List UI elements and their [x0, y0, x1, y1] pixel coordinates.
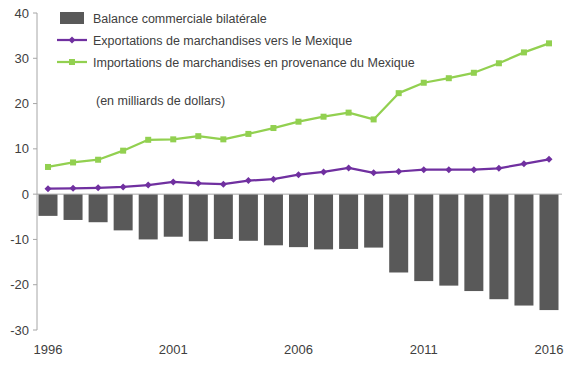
- marker: [345, 164, 352, 171]
- marker: [95, 157, 101, 163]
- marker: [270, 125, 276, 131]
- legend-marker: [69, 59, 75, 65]
- marker: [496, 60, 502, 66]
- bar: [489, 194, 508, 299]
- marker: [120, 183, 127, 190]
- y-tick-label: -20: [10, 277, 29, 292]
- plot-data: [39, 40, 559, 310]
- bar: [464, 194, 483, 291]
- bar: [414, 194, 433, 281]
- marker: [321, 114, 327, 120]
- marker: [70, 159, 76, 165]
- marker: [396, 90, 402, 96]
- y-tick-label: 20: [15, 96, 29, 111]
- x-axis: [37, 194, 562, 195]
- bar: [164, 194, 183, 237]
- y-tick: [33, 284, 37, 285]
- bar: [64, 194, 83, 220]
- bar: [39, 194, 58, 216]
- marker: [45, 185, 52, 192]
- legend-label: Balance commerciale bilatérale: [93, 12, 267, 26]
- marker: [470, 166, 477, 173]
- marker: [546, 156, 553, 163]
- bar: [339, 194, 358, 249]
- marker: [421, 80, 427, 86]
- marker: [370, 169, 377, 176]
- marker: [145, 137, 151, 143]
- x-tick-label: 2001: [159, 342, 188, 357]
- y-tick: [33, 58, 37, 59]
- x-tick-label: 2016: [535, 342, 564, 357]
- marker: [270, 176, 277, 183]
- bar: [264, 194, 283, 245]
- bar: [364, 194, 383, 247]
- marker: [95, 184, 102, 191]
- y-tick-label: 0: [22, 187, 29, 202]
- y-tick: [33, 13, 37, 14]
- marker: [520, 160, 527, 167]
- x-tick-label: 2006: [284, 342, 313, 357]
- marker: [446, 75, 452, 81]
- bar: [214, 194, 233, 239]
- y-tick-label: -10: [10, 232, 29, 247]
- bar: [89, 194, 108, 222]
- chart: -30 -20 -10 0 10 20 30 40 1996 2001 2006 2011 2016 Ba…: [0, 0, 576, 365]
- legend-swatch: [60, 12, 84, 24]
- bar: [114, 194, 133, 230]
- annotation: (en milliards de dollars): [96, 94, 225, 108]
- marker: [245, 177, 252, 184]
- y-tick-label: 30: [15, 51, 29, 66]
- bar: [389, 194, 408, 272]
- marker: [145, 182, 152, 189]
- marker: [346, 110, 352, 116]
- marker: [195, 180, 202, 187]
- marker: [521, 49, 527, 55]
- marker: [45, 164, 51, 170]
- legend-label: Exportations de marchandises vers le Mex…: [93, 34, 352, 48]
- y-tick-label: 40: [15, 6, 29, 21]
- marker: [371, 116, 377, 122]
- y-tick: [33, 148, 37, 149]
- y-tick: [33, 330, 37, 331]
- marker: [245, 131, 251, 137]
- marker: [170, 136, 176, 142]
- y-tick: [33, 239, 37, 240]
- bar: [514, 194, 533, 305]
- bar: [289, 194, 308, 247]
- bar: [189, 194, 208, 241]
- marker: [195, 133, 201, 139]
- bar: [439, 194, 458, 285]
- x-tick-label: 2011: [410, 342, 438, 357]
- marker: [495, 165, 502, 172]
- marker: [546, 40, 552, 46]
- marker: [445, 166, 452, 173]
- marker: [70, 185, 77, 192]
- bar: [314, 194, 333, 249]
- legend-marker: [69, 37, 76, 44]
- marker: [420, 166, 427, 173]
- line: [48, 43, 549, 167]
- marker: [295, 171, 302, 178]
- y-tick: [33, 194, 37, 195]
- bar: [239, 194, 258, 241]
- marker: [170, 178, 177, 185]
- x-tick-label: 1996: [34, 342, 63, 357]
- y-tick: [33, 103, 37, 104]
- y-tick-label: -30: [10, 323, 29, 338]
- y-axis: [37, 13, 38, 330]
- y-tick-label: 10: [15, 141, 29, 156]
- bar: [540, 194, 559, 310]
- marker: [395, 168, 402, 175]
- marker: [296, 119, 302, 125]
- marker: [320, 168, 327, 175]
- bar: [139, 194, 158, 239]
- legend-label: Importations de marchandises en provenan…: [93, 56, 415, 70]
- marker: [120, 148, 126, 154]
- marker: [471, 70, 477, 76]
- marker: [220, 136, 226, 142]
- marker: [220, 181, 227, 188]
